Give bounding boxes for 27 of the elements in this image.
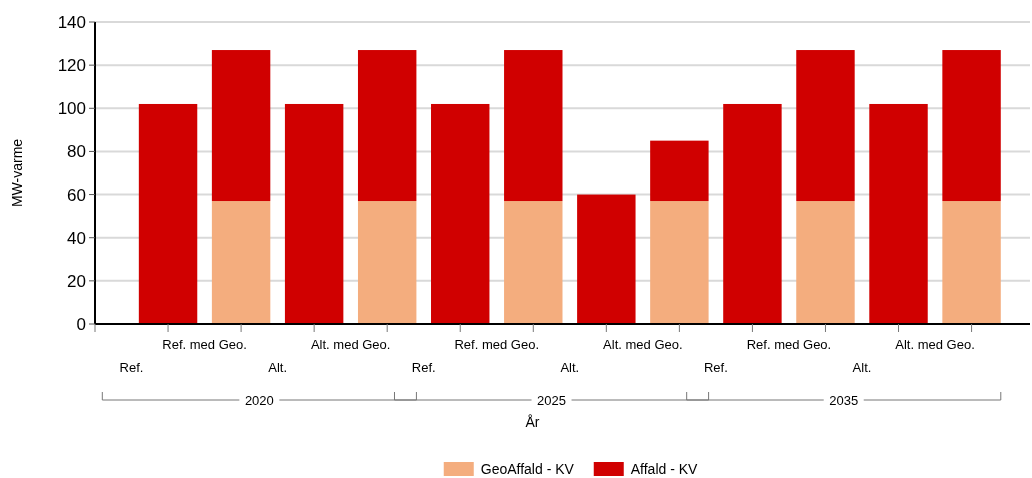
y-tick-label: 0 — [76, 314, 86, 334]
x-tick-label: Alt. med Geo. — [310, 337, 391, 352]
x-tick-label: Alt. med Geo. — [895, 337, 975, 352]
y-tick-label: 140 — [57, 12, 86, 32]
y-tick-label: 100 — [57, 99, 86, 119]
x-tick-label: Ref. — [703, 360, 728, 375]
legend-label: Affald - KV — [630, 460, 699, 477]
x-tick-label: Ref. med Geo. — [162, 337, 247, 352]
x-tick-label: Alt. — [268, 360, 288, 375]
y-tick-label: 120 — [57, 56, 86, 76]
legend-label: GeoAffald - KV — [480, 460, 575, 477]
x-tick-label: Ref. med Geo. — [746, 337, 832, 352]
x-tick-label: Ref. — [411, 360, 436, 375]
y-tick-label: 80 — [67, 142, 86, 162]
y-tick-label: 40 — [67, 228, 86, 248]
x-tick-label: Ref. — [119, 360, 144, 375]
y-tick-label: 20 — [67, 271, 86, 291]
x-tick-label: Ref. med Geo. — [454, 337, 540, 352]
x-tick-label: Alt. — [560, 360, 580, 375]
y-tick-label: 60 — [67, 185, 86, 205]
text: 2035 — [829, 392, 859, 408]
y-axis-title: MW-varme — [9, 138, 25, 208]
x-axis-title: År — [525, 414, 540, 430]
text: 2025 — [537, 392, 566, 408]
x-tick-label: Alt. — [852, 360, 872, 375]
x-tick-label: Alt. med Geo. — [603, 337, 683, 352]
text: 2020 — [244, 392, 274, 408]
